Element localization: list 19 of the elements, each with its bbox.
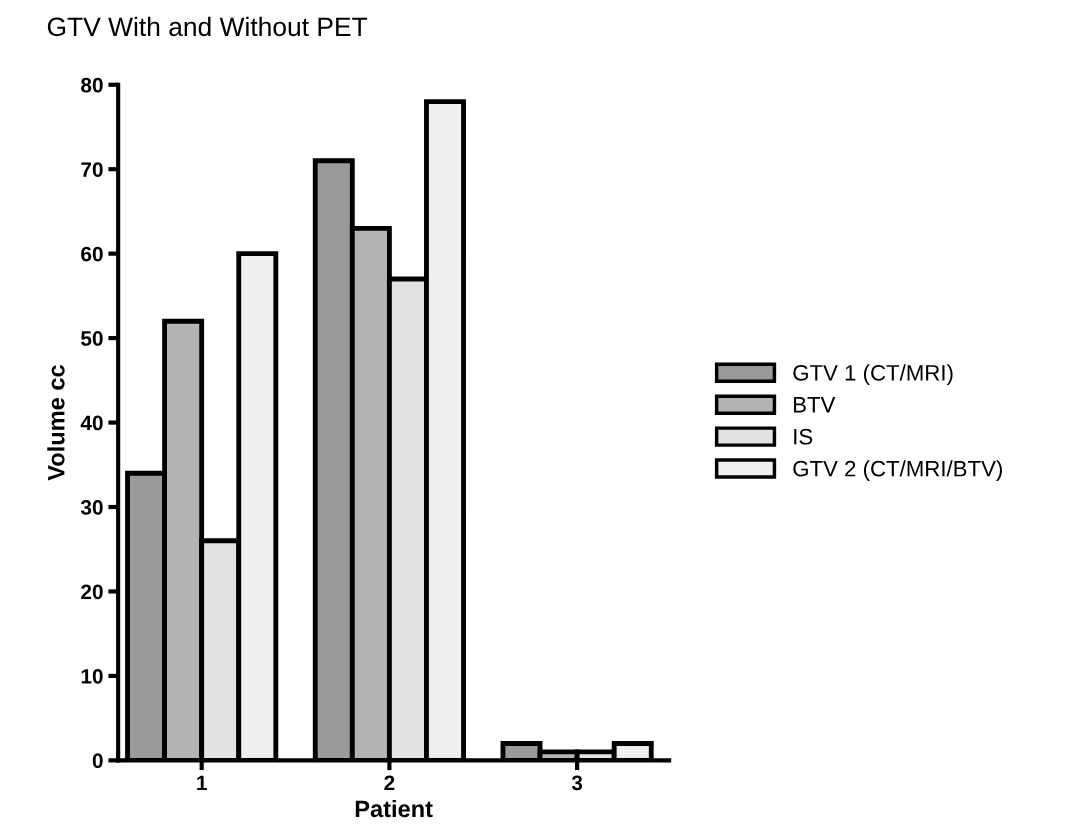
legend-label: IS bbox=[794, 428, 813, 445]
y-tick-label: 20 bbox=[81, 584, 103, 600]
y-tick-label: 30 bbox=[80, 500, 103, 515]
y-tick-label: 50 bbox=[81, 331, 103, 346]
y-axis-title: Volume cc bbox=[47, 365, 65, 481]
y-tick-label: 0 bbox=[92, 753, 103, 769]
x-tick-label: 3 bbox=[571, 775, 583, 791]
y-tick-label: 80 bbox=[81, 77, 103, 93]
y-tick-label: 40 bbox=[80, 415, 103, 431]
x-axis-title: Patient bbox=[355, 799, 433, 818]
y-tick-label: 70 bbox=[81, 162, 103, 177]
legend-label: BTV bbox=[794, 397, 836, 413]
x-tick-label: 2 bbox=[384, 775, 395, 791]
y-tick-label: 60 bbox=[81, 246, 103, 262]
legend-label: GTV 2 (CT/MRI/BTV) bbox=[793, 460, 1002, 481]
legend-label: GTV 1 (CT/MRI) bbox=[793, 364, 953, 386]
x-tick-label: 1 bbox=[197, 775, 207, 791]
chart-title: GTV With and Without PET bbox=[47, 16, 368, 37]
y-tick-label: 10 bbox=[81, 668, 103, 684]
